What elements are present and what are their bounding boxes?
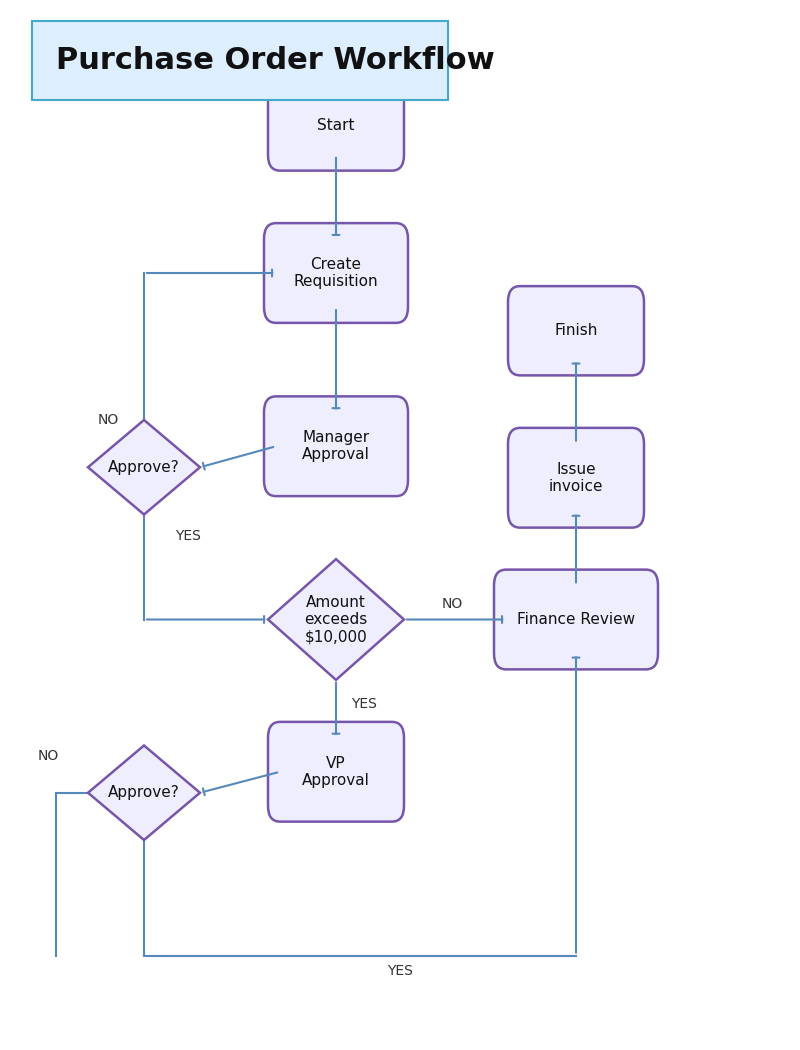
FancyBboxPatch shape — [32, 21, 448, 100]
Text: Start: Start — [318, 119, 354, 133]
Text: YES: YES — [175, 528, 201, 543]
FancyBboxPatch shape — [508, 428, 644, 527]
Polygon shape — [268, 559, 404, 680]
Polygon shape — [88, 420, 200, 514]
Text: NO: NO — [98, 413, 118, 427]
Text: Amount
exceeds
$10,000: Amount exceeds $10,000 — [304, 594, 368, 645]
Text: Finance Review: Finance Review — [517, 612, 635, 627]
FancyBboxPatch shape — [268, 722, 404, 821]
FancyBboxPatch shape — [494, 570, 658, 670]
Text: Approve?: Approve? — [108, 785, 180, 800]
FancyBboxPatch shape — [264, 224, 408, 323]
FancyBboxPatch shape — [264, 397, 408, 497]
Text: Manager
Approval: Manager Approval — [302, 430, 370, 462]
Text: Approve?: Approve? — [108, 460, 180, 475]
Text: Create
Requisition: Create Requisition — [294, 257, 378, 289]
Text: YES: YES — [351, 696, 377, 711]
FancyBboxPatch shape — [268, 82, 404, 170]
Polygon shape — [88, 746, 200, 840]
FancyBboxPatch shape — [508, 286, 644, 375]
Text: Finish: Finish — [554, 323, 598, 338]
Text: NO: NO — [38, 749, 58, 763]
Text: Purchase Order Workflow: Purchase Order Workflow — [56, 46, 494, 75]
Text: Issue
invoice: Issue invoice — [549, 462, 603, 493]
Text: VP
Approval: VP Approval — [302, 756, 370, 788]
Text: NO: NO — [442, 596, 462, 611]
Text: YES: YES — [387, 964, 413, 979]
